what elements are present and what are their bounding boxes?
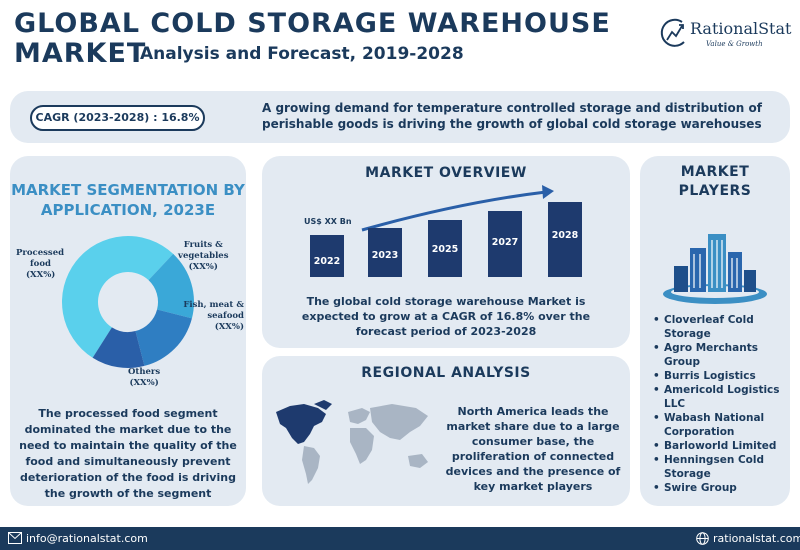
donut-slice-fruits-vegetables [148, 253, 194, 319]
overview-year-2027: 2027 [492, 237, 518, 248]
donut-slice-others [92, 327, 145, 368]
logo-name: RationalStat [690, 19, 792, 38]
slice-label-others: Others (XX%) [128, 367, 161, 388]
donut-slice-fish-meat-seafood [135, 309, 192, 366]
buildings-icon [663, 234, 767, 304]
cagr-description: A growing demand for temperature control… [262, 101, 762, 131]
unit-label: US$ XX Bn [304, 217, 352, 226]
regional-analysis-panel [262, 356, 630, 506]
market-overview-bar-graphic: US$ XX Bn 2022 2023 2025 2027 2028 [304, 185, 582, 277]
market-players-title: MARKET PLAYERS [678, 164, 752, 199]
player-item: Cloverleaf Cold Storage [650, 313, 790, 341]
player-item: Henningsen Cold Storage [650, 453, 790, 481]
logo-mark-icon [660, 18, 685, 47]
overview-bar-2027 [488, 211, 522, 277]
player-item: Wabash National Corporation [650, 411, 790, 439]
market-overview-title: MARKET OVERVIEW [365, 165, 527, 181]
player-item: Americold Logistics LLC [650, 383, 790, 411]
overview-bar-2022 [310, 235, 344, 277]
world-map-icon [276, 400, 428, 484]
slice-label-processed-food: Processed food (XX%) [16, 248, 65, 280]
segmentation-title: MARKET SEGMENTATION BY APPLICATION, 2023… [11, 181, 245, 219]
overview-bar-2023 [368, 228, 402, 277]
page-title-line2: MARKET [14, 38, 147, 69]
segmentation-donut [61, 235, 194, 368]
slice-label-fruits-vegetables: Fruits & vegetables (XX%) [178, 240, 229, 272]
market-players-list: Cloverleaf Cold Storage Agro Merchants G… [650, 313, 790, 495]
slice-label-fish-meat-seafood: Fish, meat & seafood (XX%) [183, 300, 244, 332]
overview-bar-2028 [548, 202, 582, 277]
growth-arrow-line [361, 190, 547, 232]
footer-bar [0, 527, 800, 550]
player-item: Burris Logistics [650, 369, 790, 383]
cagr-badge: CAGR (2023-2028) : 16.8% [30, 105, 205, 131]
growth-arrow-head-icon [542, 185, 554, 199]
player-item: Agro Merchants Group [650, 341, 790, 369]
overview-year-2025: 2025 [432, 244, 458, 255]
footer-email-link[interactable]: info@rationalstat.com [26, 532, 148, 545]
overview-bar-2025 [428, 220, 462, 277]
overview-year-2022: 2022 [314, 256, 340, 267]
rationalstat-logo[interactable]: RationalStat Value & Growth [660, 16, 792, 56]
market-overview-description: The global cold storage warehouse Market… [301, 295, 591, 338]
page-subtitle: Analysis and Forecast, 2019-2028 [140, 44, 464, 64]
overview-year-2028: 2028 [552, 230, 579, 241]
donut-slice-processed-food [61, 235, 174, 358]
globe-icon [696, 532, 709, 545]
regional-analysis-title: REGIONAL ANALYSIS [361, 365, 531, 381]
logo-tagline: Value & Growth [706, 40, 763, 48]
footer-website-link[interactable]: rationalstat.com [713, 532, 800, 545]
email-icon [8, 532, 22, 544]
overview-year-2023: 2023 [372, 250, 398, 261]
segmentation-panel [10, 156, 246, 506]
regional-analysis-description: North America leads the market share due… [445, 405, 621, 493]
player-item: Barloworld Limited [650, 439, 790, 453]
player-item: Swire Group [650, 481, 790, 495]
page-title-line1: GLOBAL COLD STORAGE WAREHOUSE [14, 8, 611, 39]
segmentation-description: The processed food segment dominated the… [19, 407, 237, 500]
